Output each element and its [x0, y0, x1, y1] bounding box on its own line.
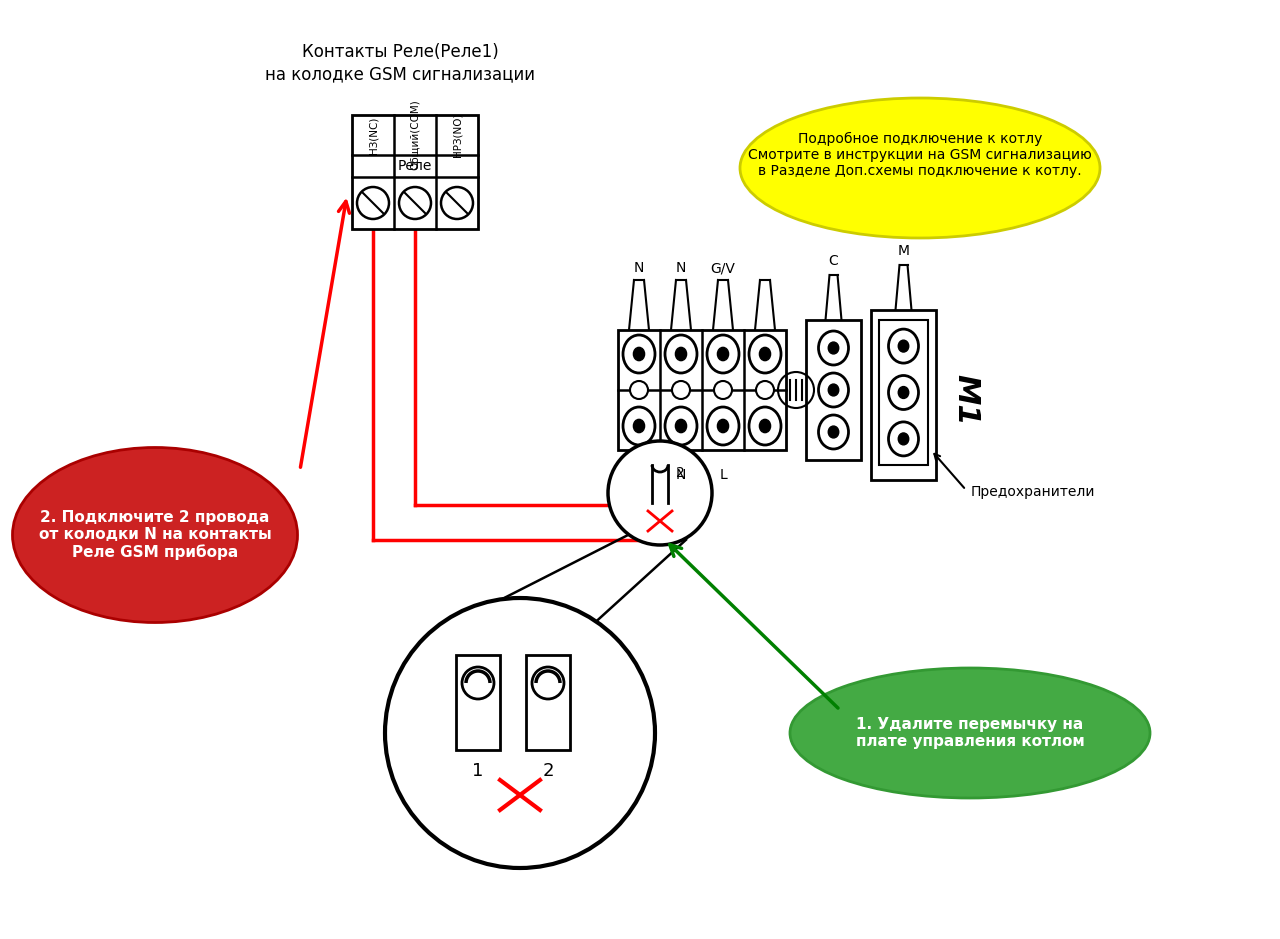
- Ellipse shape: [759, 347, 771, 361]
- Ellipse shape: [634, 420, 645, 433]
- Text: Предохранители: Предохранители: [972, 485, 1096, 499]
- Text: 2: 2: [543, 762, 554, 780]
- Circle shape: [714, 381, 732, 399]
- Ellipse shape: [666, 407, 698, 445]
- Bar: [879, 320, 928, 465]
- Ellipse shape: [899, 387, 909, 398]
- Circle shape: [442, 187, 474, 219]
- Text: M: M: [897, 244, 910, 258]
- Text: 2. Подключите 2 провода
от колодки N на контакты
Реле GSM прибора: 2. Подключите 2 провода от колодки N на …: [38, 510, 271, 561]
- Text: Подробное подключение к котлу
Смотрите в инструкции на GSM сигнализацию
в Раздел: Подробное подключение к котлу Смотрите в…: [748, 131, 1092, 178]
- Ellipse shape: [740, 98, 1100, 238]
- Polygon shape: [713, 280, 733, 330]
- Ellipse shape: [828, 426, 838, 438]
- Bar: [806, 320, 861, 460]
- Text: N: N: [634, 261, 644, 275]
- Polygon shape: [755, 280, 774, 330]
- Ellipse shape: [707, 335, 739, 373]
- Ellipse shape: [623, 335, 655, 373]
- Circle shape: [532, 667, 564, 699]
- Ellipse shape: [623, 407, 655, 445]
- Text: на колодке GSM сигнализации: на колодке GSM сигнализации: [265, 65, 535, 83]
- Ellipse shape: [899, 433, 909, 445]
- Circle shape: [608, 441, 712, 545]
- Bar: [618, 330, 786, 450]
- Ellipse shape: [828, 384, 838, 396]
- Bar: [870, 310, 936, 480]
- Ellipse shape: [818, 415, 849, 449]
- Polygon shape: [628, 280, 649, 330]
- Circle shape: [756, 381, 774, 399]
- Bar: [526, 655, 570, 750]
- Polygon shape: [671, 280, 691, 330]
- Circle shape: [462, 667, 494, 699]
- Text: НРЗ(NO): НРЗ(NO): [452, 113, 462, 157]
- Circle shape: [630, 381, 648, 399]
- Ellipse shape: [759, 420, 771, 433]
- Ellipse shape: [666, 335, 698, 373]
- Text: 2: 2: [676, 466, 685, 480]
- Circle shape: [399, 187, 431, 219]
- Bar: [352, 115, 477, 229]
- Ellipse shape: [13, 448, 297, 623]
- Text: N: N: [676, 261, 686, 275]
- Ellipse shape: [676, 347, 686, 361]
- Ellipse shape: [888, 329, 919, 363]
- Text: N: N: [676, 468, 686, 482]
- Bar: [456, 655, 500, 750]
- Text: Реле: Реле: [398, 159, 433, 173]
- Ellipse shape: [790, 668, 1149, 798]
- Ellipse shape: [888, 376, 919, 409]
- Text: НЗ(NC): НЗ(NC): [369, 116, 378, 154]
- Text: 1. Удалите перемычку на
плате управления котлом: 1. Удалите перемычку на плате управления…: [855, 716, 1084, 749]
- Circle shape: [672, 381, 690, 399]
- Text: M1: M1: [951, 374, 980, 425]
- Ellipse shape: [717, 347, 728, 361]
- Ellipse shape: [676, 420, 686, 433]
- Text: Общий(COM): Общий(COM): [410, 100, 420, 170]
- Ellipse shape: [899, 340, 909, 352]
- Ellipse shape: [717, 420, 728, 433]
- Ellipse shape: [888, 422, 919, 456]
- Ellipse shape: [634, 347, 645, 361]
- Text: L: L: [719, 468, 727, 482]
- Text: 1: 1: [472, 762, 484, 780]
- Ellipse shape: [707, 407, 739, 445]
- Ellipse shape: [749, 407, 781, 445]
- Text: G/V: G/V: [710, 261, 736, 275]
- Ellipse shape: [828, 342, 838, 354]
- Ellipse shape: [818, 331, 849, 365]
- Ellipse shape: [749, 335, 781, 373]
- Text: Контакты Реле(Реле1): Контакты Реле(Реле1): [302, 43, 498, 61]
- Ellipse shape: [818, 373, 849, 407]
- Text: C: C: [828, 254, 838, 268]
- Circle shape: [357, 187, 389, 219]
- Circle shape: [385, 598, 655, 868]
